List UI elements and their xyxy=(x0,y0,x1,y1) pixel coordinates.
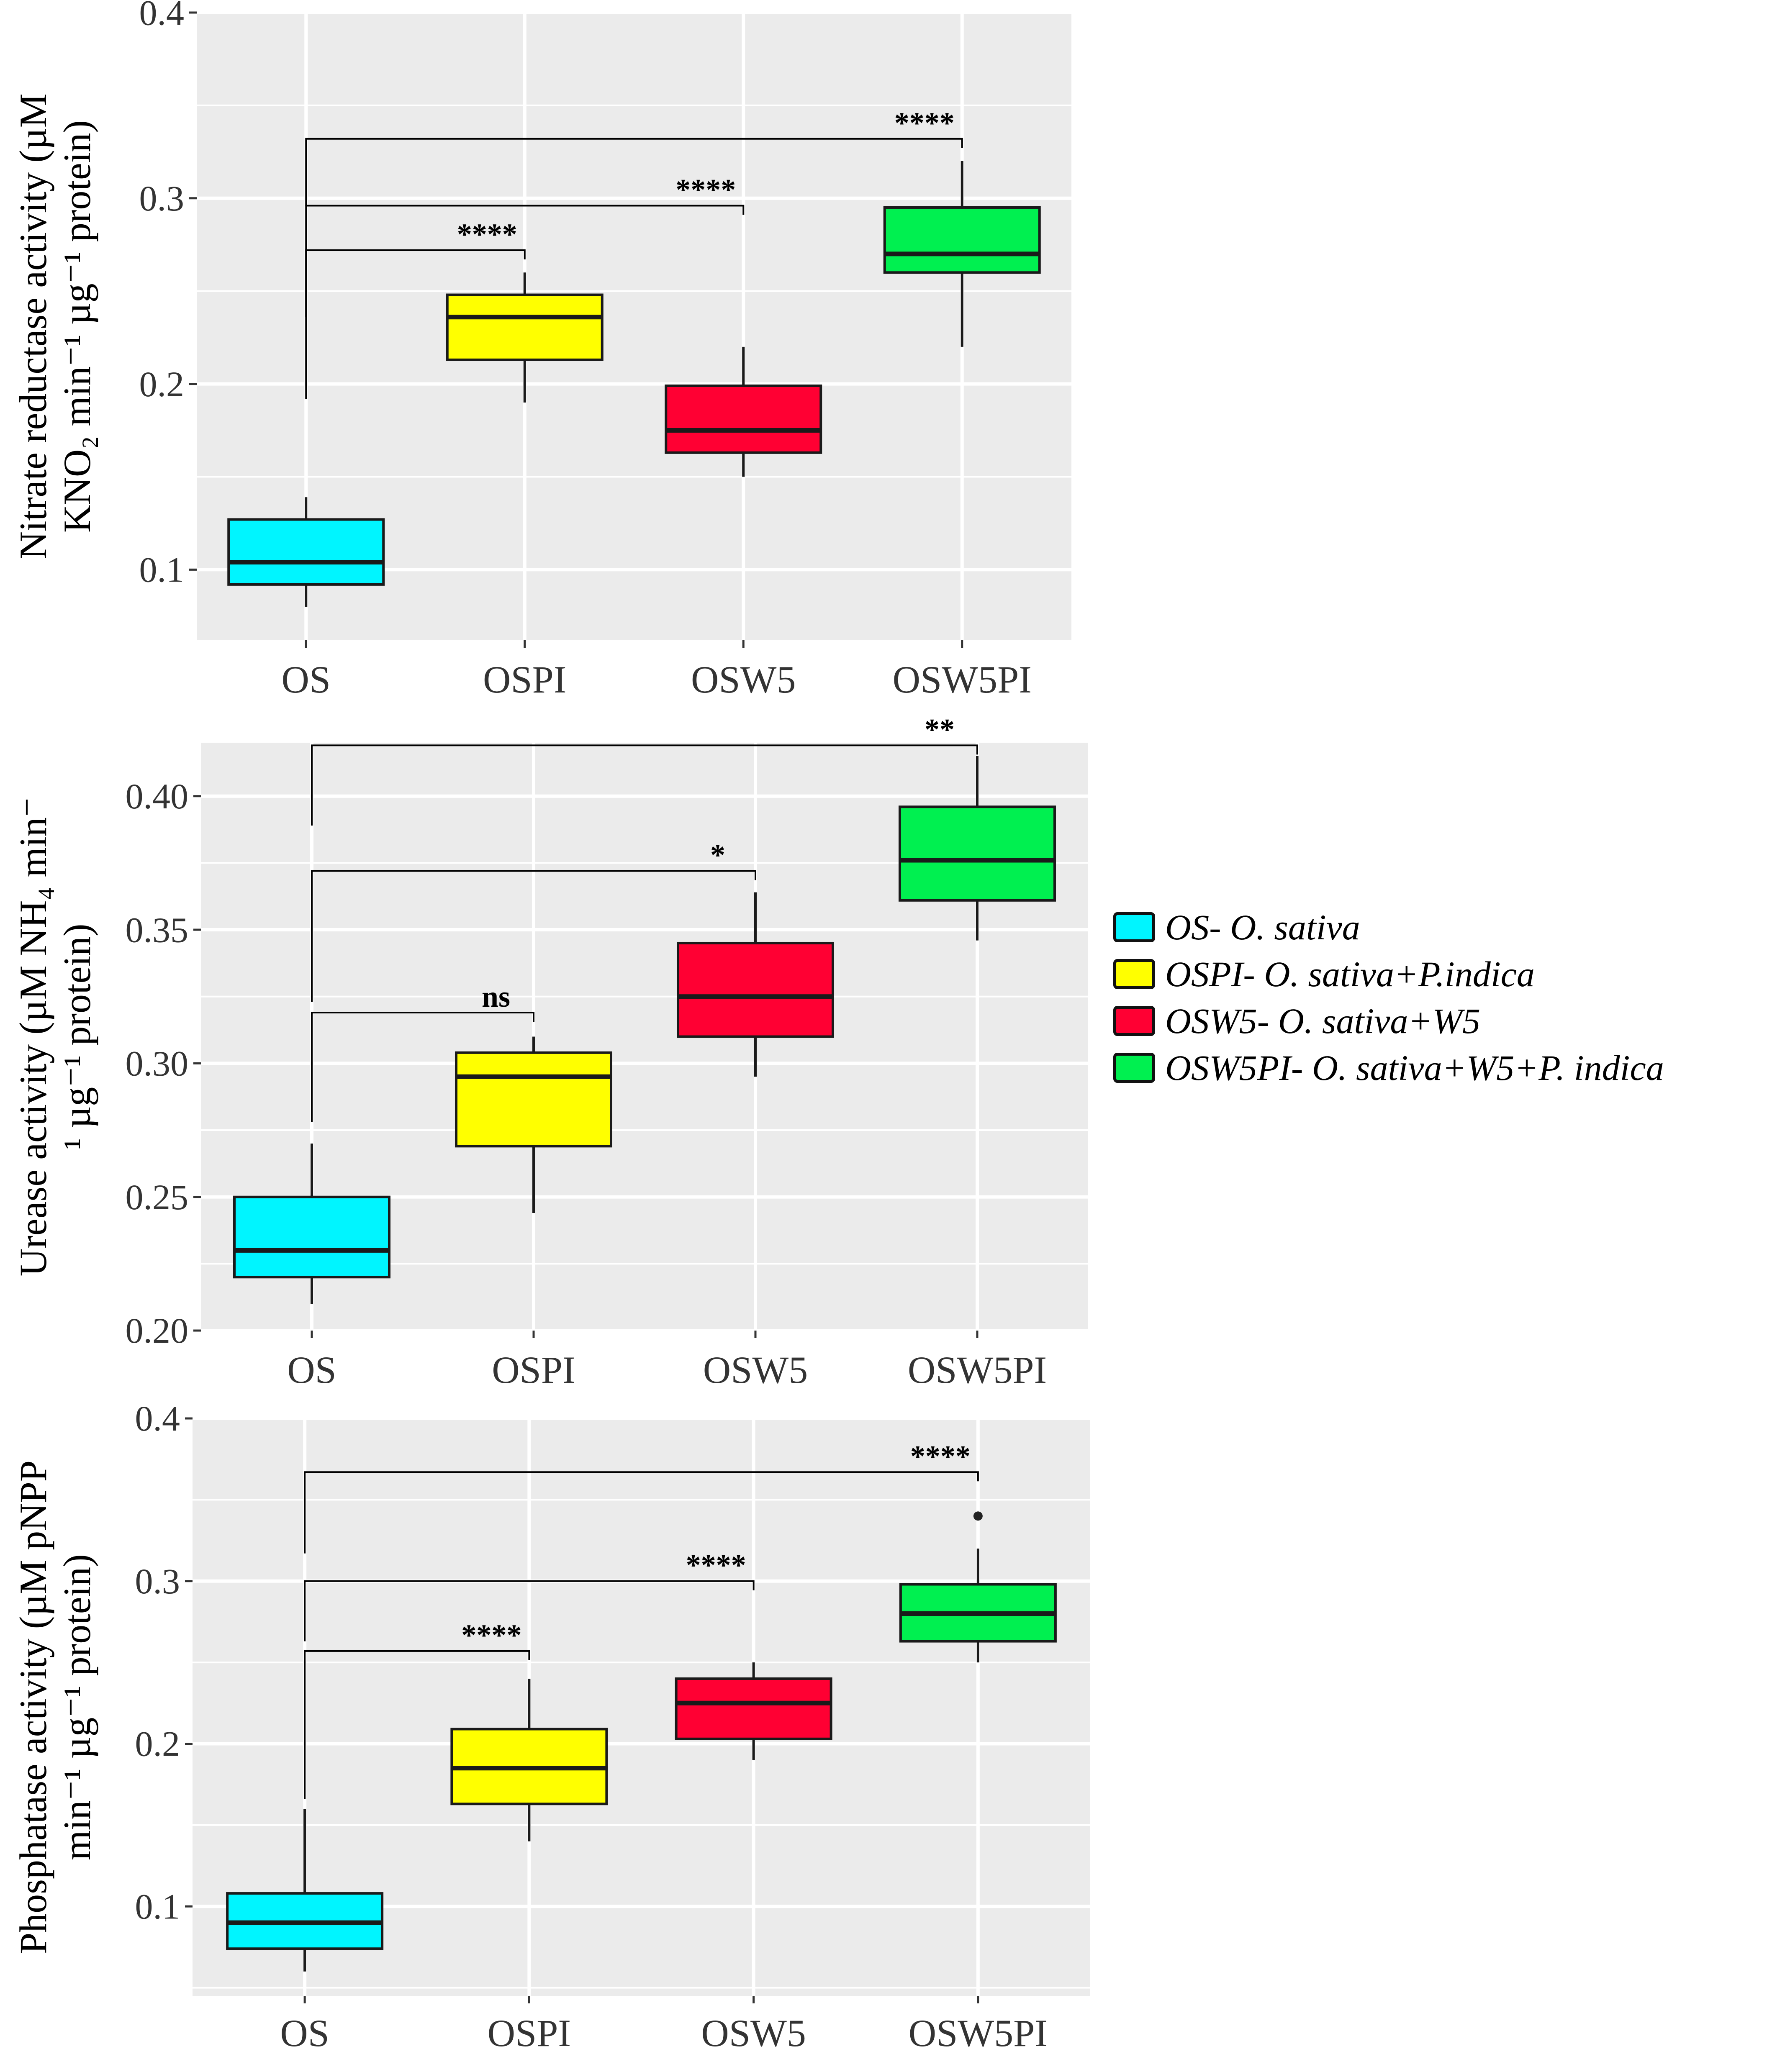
x-category-label: OSPI xyxy=(492,1349,575,1391)
y-tick-label: 0.20 xyxy=(126,1310,189,1351)
significance-label: **** xyxy=(461,1618,521,1652)
significance-bracket xyxy=(304,1650,530,1799)
chart-panel-phosphatase: 0.1 0.2 0.3 0.4 OS OSPI OSW5 OSW5PI Phosphatase … xyxy=(12,1398,1090,2054)
legend-label-osw5: OSW5- O. sativa+W5 xyxy=(1165,1001,1481,1041)
box-osw5 xyxy=(677,892,834,1077)
chart-panel-nitrate: 0.1 0.2 0.3 0.4 OS OSPI OSW5 OSW5PI Nitrate redu… xyxy=(12,0,1071,701)
significance-label: **** xyxy=(894,106,955,140)
x-category-label: OSPI xyxy=(483,658,566,701)
y-axis-label: min⁻¹ µg⁻¹ protein) xyxy=(56,1554,98,1860)
box-ospi xyxy=(450,1678,608,1841)
box-iqr xyxy=(227,518,385,586)
y-tick-label: 0.4 xyxy=(135,1398,180,1439)
box-os xyxy=(233,1143,390,1304)
legend-item-os: OS- O. sativa xyxy=(1113,904,1664,951)
y-axis-label: Nitrate reductase activity (µM xyxy=(12,93,54,559)
y-tick-label: 0.3 xyxy=(139,178,185,218)
x-category-label: OSW5PI xyxy=(908,1349,1047,1391)
legend: OS- O. sativa OSPI- O. sativa+P.indica O… xyxy=(1113,904,1664,1091)
significance-label: * xyxy=(710,839,725,872)
box-iqr xyxy=(677,941,834,1038)
significance-label: **** xyxy=(457,218,517,251)
y-tick-label: 0.25 xyxy=(126,1177,189,1217)
box-osw5pi xyxy=(899,756,1056,941)
significance-label: **** xyxy=(686,1549,746,1582)
y-tick-label: 0.2 xyxy=(139,364,185,404)
significance-label: ** xyxy=(925,713,955,746)
y-tick-label: 0.3 xyxy=(135,1561,180,1601)
significance-label: **** xyxy=(675,173,736,207)
box-iqr xyxy=(665,385,822,454)
y-tick-label: 0.1 xyxy=(139,550,185,590)
y-tick-label: 0.2 xyxy=(135,1724,180,1764)
legend-label-os: OS- O. sativa xyxy=(1165,907,1360,947)
x-category-label: OS xyxy=(287,1349,336,1391)
significance-bracket xyxy=(304,1471,979,1554)
x-category-label: OSW5 xyxy=(701,2012,806,2054)
x-category-label: OSPI xyxy=(488,2012,571,2054)
significance-label: **** xyxy=(910,1439,971,1473)
legend-label-ospi: OSPI- O. sativa+P.indica xyxy=(1165,954,1535,994)
significance-bracket xyxy=(304,1580,755,1641)
legend-label-osw5pi: OSW5PI- O. sativa+W5+P. indica xyxy=(1165,1048,1664,1088)
box-osw5pi xyxy=(883,161,1041,347)
significance-bracket xyxy=(311,1012,534,1122)
y-axis-label: KNO₂ min⁻¹ µg⁻¹ protein) xyxy=(56,120,98,533)
legend-swatch-osw5 xyxy=(1113,1006,1155,1036)
x-category-label: OSW5 xyxy=(691,658,796,701)
box-iqr xyxy=(455,1051,612,1148)
significance-bracket xyxy=(311,744,978,826)
legend-swatch-osw5pi xyxy=(1113,1053,1155,1083)
chart-panel-urease: 0.20 0.25 0.30 0.35 0.40 OS OSPI OSW5 OSW5PI Urea… xyxy=(12,713,1088,1391)
box-os xyxy=(226,1808,384,1972)
y-tick-label: 0.30 xyxy=(126,1044,189,1084)
y-tick-label: 0.40 xyxy=(126,776,189,816)
box-iqr xyxy=(233,1195,390,1279)
box-os xyxy=(227,497,385,607)
box-osw5 xyxy=(665,346,822,477)
box-osw5pi xyxy=(899,1548,1057,1663)
significance-bracket xyxy=(305,205,745,399)
outlier-point xyxy=(973,1511,983,1521)
box-iqr xyxy=(446,293,604,361)
y-axis-label: Urease activity (µM NH₄ min⁻ xyxy=(12,797,54,1276)
y-tick-label: 0.4 xyxy=(139,0,185,33)
x-category-label: OSW5PI xyxy=(909,2012,1048,2054)
significance-label: ns xyxy=(482,980,510,1013)
x-category-label: OSW5 xyxy=(703,1349,808,1391)
significance-bracket xyxy=(305,138,963,206)
box-iqr xyxy=(883,206,1041,274)
y-axis-label: Phosphatase activity (µM pNPP xyxy=(12,1460,54,1954)
x-category-label: OS xyxy=(280,2012,329,2054)
significance-bracket xyxy=(311,870,756,1002)
box-ospi xyxy=(455,1036,612,1213)
box-ospi xyxy=(446,272,604,403)
x-category-label: OS xyxy=(281,658,331,701)
y-axis-label: ¹ µg⁻¹ protein) xyxy=(56,924,98,1150)
legend-item-osw5pi: OSW5PI- O. sativa+W5+P. indica xyxy=(1113,1044,1664,1091)
box-iqr xyxy=(899,805,1056,902)
legend-swatch-ospi xyxy=(1113,959,1155,989)
y-tick-label: 0.1 xyxy=(135,1886,180,1926)
legend-swatch-os xyxy=(1113,912,1155,942)
box-iqr xyxy=(675,1677,832,1740)
box-osw5 xyxy=(675,1662,832,1760)
x-category-label: OSW5PI xyxy=(893,658,1032,701)
legend-item-ospi: OSPI- O. sativa+P.indica xyxy=(1113,951,1664,998)
y-tick-label: 0.35 xyxy=(126,910,189,950)
legend-item-osw5: OSW5- O. sativa+W5 xyxy=(1113,998,1664,1044)
